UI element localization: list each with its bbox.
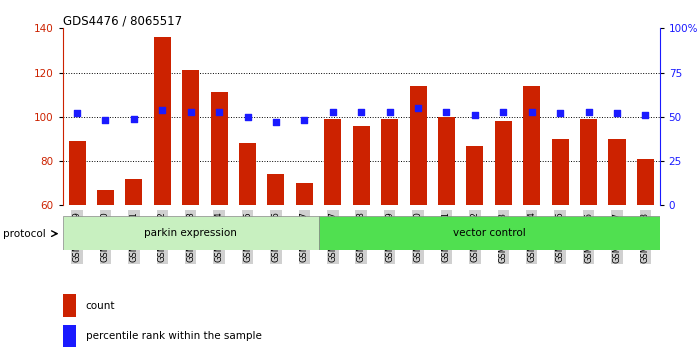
Bar [637, 159, 654, 205]
Point [611, 110, 623, 116]
Text: percentile rank within the sample: percentile rank within the sample [86, 331, 262, 341]
FancyBboxPatch shape [63, 216, 318, 250]
Point [554, 110, 565, 116]
Bar [154, 37, 171, 205]
Text: protocol: protocol [3, 229, 46, 239]
Bar [580, 119, 597, 205]
Bar [97, 190, 114, 205]
Bar [211, 92, 228, 205]
Bar [551, 139, 569, 205]
Bar [126, 179, 142, 205]
Point [498, 109, 509, 114]
Point [640, 112, 651, 118]
FancyBboxPatch shape [318, 216, 660, 250]
Point [299, 118, 310, 123]
Point [100, 118, 111, 123]
Bar [609, 139, 625, 205]
Text: parkin expression: parkin expression [144, 228, 237, 238]
Bar [239, 143, 256, 205]
Bar [63, 295, 76, 317]
Point [214, 109, 225, 114]
Text: GDS4476 / 8065517: GDS4476 / 8065517 [63, 14, 182, 27]
Bar [296, 183, 313, 205]
Point [355, 109, 366, 114]
Bar [495, 121, 512, 205]
Point [327, 109, 339, 114]
Bar [466, 145, 484, 205]
Bar [63, 325, 76, 348]
Bar [381, 119, 398, 205]
Bar [410, 86, 426, 205]
Bar [325, 119, 341, 205]
Point [469, 112, 480, 118]
Point [526, 109, 537, 114]
Point [441, 109, 452, 114]
Bar [182, 70, 199, 205]
Bar [68, 141, 86, 205]
Point [185, 109, 196, 114]
Point [583, 109, 594, 114]
Point [413, 105, 424, 111]
Point [128, 116, 140, 121]
Point [156, 107, 168, 113]
Bar [438, 117, 455, 205]
Bar [267, 174, 285, 205]
Bar [352, 126, 370, 205]
Point [71, 110, 82, 116]
Text: count: count [86, 301, 115, 311]
Point [384, 109, 395, 114]
Point [242, 114, 253, 120]
Text: vector control: vector control [453, 228, 526, 238]
Point [270, 119, 281, 125]
Bar [524, 86, 540, 205]
